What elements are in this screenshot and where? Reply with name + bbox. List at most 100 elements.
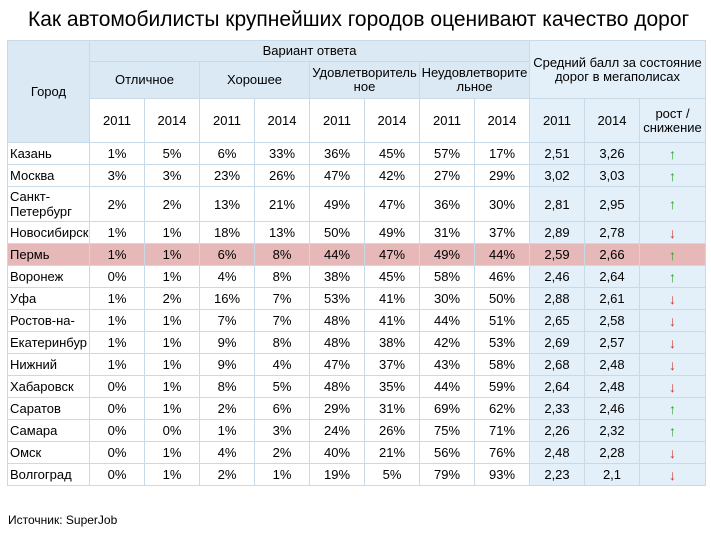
value-cell: 38% xyxy=(364,331,420,354)
value-cell: 27% xyxy=(419,164,475,187)
table-row: Екатеринбур 1% 1% 9% 8% 48% 38% 42% 53% 2,69 2,57 ↓ xyxy=(7,331,707,354)
value-cell: 26% xyxy=(364,419,420,442)
value-cell: 2,51 xyxy=(529,142,585,165)
value-cell: 1% xyxy=(254,463,310,486)
value-cell: 2,68 xyxy=(529,353,585,376)
trend-cell: ↓ xyxy=(638,463,707,486)
value-cell: 46% xyxy=(474,265,530,288)
arrow-up-icon: ↑ xyxy=(669,422,676,439)
table-row: Самара 0% 0% 1% 3% 24% 26% 75% 71% 2,26 2,32 ↑ xyxy=(7,419,707,442)
value-cell: 5% xyxy=(144,142,200,165)
arrow-up-icon: ↑ xyxy=(669,145,676,162)
value-cell: 29% xyxy=(309,397,365,420)
value-cell: 48% xyxy=(309,375,365,398)
value-cell: 6% xyxy=(254,397,310,420)
value-cell: 1% xyxy=(89,331,145,354)
table-row: Новосибирск 1% 1% 18% 13% 50% 49% 31% 37% 2,89 2,7… xyxy=(7,221,707,244)
city-cell: Санкт-Петербург xyxy=(7,186,90,222)
value-cell: 40% xyxy=(309,441,365,464)
value-cell: 2,89 xyxy=(529,221,585,244)
value-cell: 3,03 xyxy=(584,164,640,187)
city-cell: Хабаровск xyxy=(7,375,90,398)
value-cell: 2,61 xyxy=(584,287,640,310)
value-cell: 48% xyxy=(309,309,365,332)
value-cell: 41% xyxy=(364,309,420,332)
value-cell: 42% xyxy=(364,164,420,187)
value-cell: 5% xyxy=(364,463,420,486)
header-year: 2014 xyxy=(144,98,200,143)
value-cell: 26% xyxy=(254,164,310,187)
value-cell: 44% xyxy=(419,375,475,398)
trend-cell: ↑ xyxy=(638,186,707,222)
value-cell: 47% xyxy=(364,186,420,222)
arrow-down-icon: ↓ xyxy=(669,378,676,395)
city-cell: Саратов xyxy=(7,397,90,420)
table-row: Воронеж 0% 1% 4% 8% 38% 45% 58% 46% 2,46 2,64 ↑ xyxy=(7,265,707,288)
header-year: 2014 xyxy=(364,98,420,143)
value-cell: 2% xyxy=(199,397,255,420)
value-cell: 7% xyxy=(199,309,255,332)
value-cell: 2,46 xyxy=(584,397,640,420)
value-cell: 2,57 xyxy=(584,331,640,354)
table-row: Хабаровск 0% 1% 8% 5% 48% 35% 44% 59% 2,64 2,48 ↓ xyxy=(7,375,707,398)
value-cell: 17% xyxy=(474,142,530,165)
value-cell: 7% xyxy=(254,287,310,310)
value-cell: 41% xyxy=(364,287,420,310)
value-cell: 2,46 xyxy=(529,265,585,288)
trend-cell: ↑ xyxy=(638,243,707,266)
city-cell: Нижний xyxy=(7,353,90,376)
trend-cell: ↑ xyxy=(638,142,707,165)
value-cell: 58% xyxy=(474,353,530,376)
value-cell: 37% xyxy=(364,353,420,376)
table-row: Волгоград 0% 1% 2% 1% 19% 5% 79% 93% 2,23 2,1 ↓ xyxy=(7,463,707,486)
trend-cell: ↑ xyxy=(638,164,707,187)
value-cell: 0% xyxy=(89,441,145,464)
city-cell: Воронеж xyxy=(7,265,90,288)
header-group-excellent: Отличное xyxy=(89,61,200,99)
value-cell: 1% xyxy=(144,353,200,376)
value-cell: 2% xyxy=(144,186,200,222)
value-cell: 31% xyxy=(364,397,420,420)
table-body: Казань 1% 5% 6% 33% 36% 45% 57% 17% 2,51 3,26 ↑ Моск… xyxy=(7,142,707,486)
value-cell: 44% xyxy=(309,243,365,266)
arrow-down-icon: ↓ xyxy=(669,224,676,241)
value-cell: 1% xyxy=(144,375,200,398)
arrow-up-icon: ↑ xyxy=(669,400,676,417)
value-cell: 2,26 xyxy=(529,419,585,442)
value-cell: 1% xyxy=(89,287,145,310)
value-cell: 0% xyxy=(89,265,145,288)
value-cell: 1% xyxy=(89,142,145,165)
city-cell: Уфа xyxy=(7,287,90,310)
city-cell: Пермь xyxy=(7,243,90,266)
value-cell: 18% xyxy=(199,221,255,244)
value-cell: 62% xyxy=(474,397,530,420)
table-row: Ростов-на- 1% 1% 7% 7% 48% 41% 44% 51% 2,65 2,58 ↓ xyxy=(7,309,707,332)
table-row: Москва 3% 3% 23% 26% 47% 42% 27% 29% 3,02 3,03 ↑ xyxy=(7,164,707,187)
value-cell: 2,23 xyxy=(529,463,585,486)
value-cell: 2,64 xyxy=(584,265,640,288)
value-cell: 47% xyxy=(309,353,365,376)
value-cell: 0% xyxy=(89,397,145,420)
value-cell: 1% xyxy=(89,309,145,332)
value-cell: 79% xyxy=(419,463,475,486)
value-cell: 6% xyxy=(199,243,255,266)
value-cell: 35% xyxy=(364,375,420,398)
value-cell: 47% xyxy=(364,243,420,266)
value-cell: 21% xyxy=(254,186,310,222)
header-year: 2014 xyxy=(474,98,530,143)
value-cell: 33% xyxy=(254,142,310,165)
value-cell: 3% xyxy=(144,164,200,187)
arrow-up-icon: ↑ xyxy=(669,167,676,184)
value-cell: 71% xyxy=(474,419,530,442)
trend-cell: ↑ xyxy=(638,419,707,442)
value-cell: 9% xyxy=(199,353,255,376)
value-cell: 49% xyxy=(364,221,420,244)
value-cell: 43% xyxy=(419,353,475,376)
value-cell: 8% xyxy=(199,375,255,398)
value-cell: 36% xyxy=(309,142,365,165)
value-cell: 58% xyxy=(419,265,475,288)
value-cell: 49% xyxy=(419,243,475,266)
value-cell: 30% xyxy=(419,287,475,310)
value-cell: 93% xyxy=(474,463,530,486)
table-row: Нижний 1% 1% 9% 4% 47% 37% 43% 58% 2,68 2,48 ↓ xyxy=(7,353,707,376)
